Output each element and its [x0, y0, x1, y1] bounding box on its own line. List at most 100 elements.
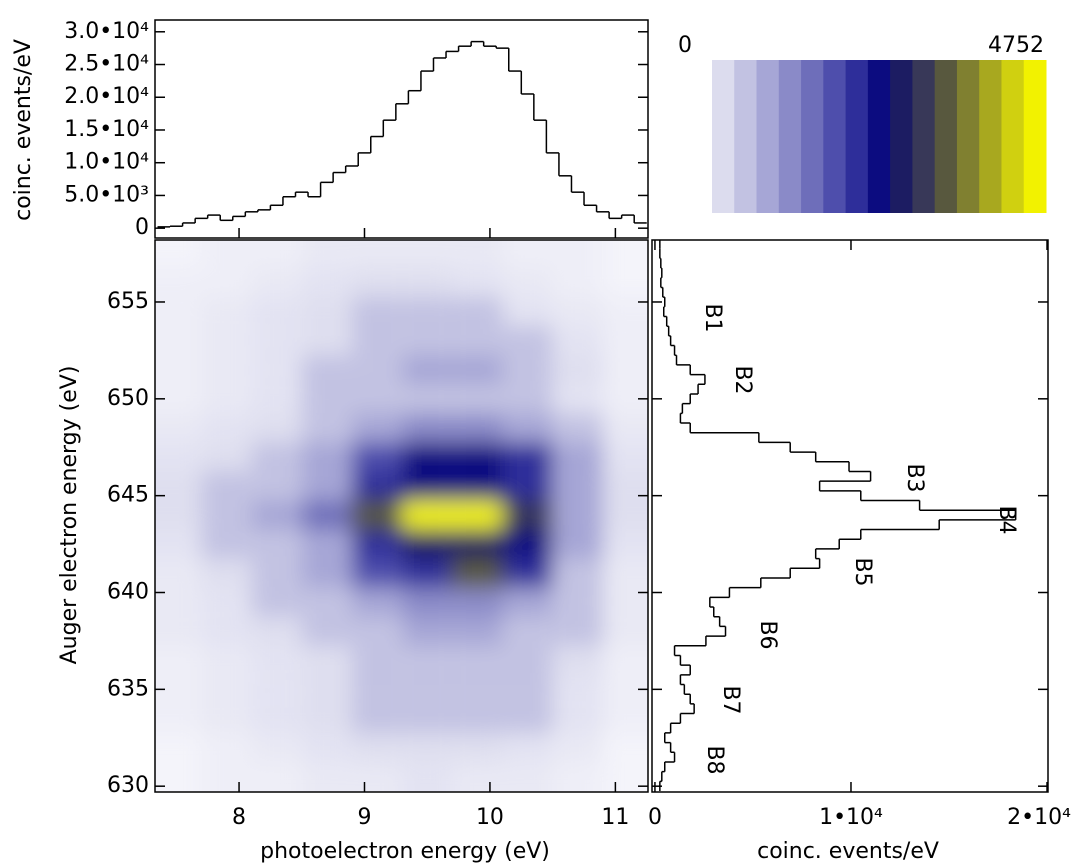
- heat-cell: [301, 616, 352, 646]
- heat-cell: [201, 268, 252, 298]
- y-tick-label: 3.0•10⁴: [64, 19, 149, 44]
- heat-cell: [602, 732, 648, 762]
- heat-cell: [552, 471, 603, 501]
- heat-cell: [301, 384, 352, 414]
- heat-cell: [251, 384, 302, 414]
- heat-cell: [602, 645, 648, 675]
- heat-cell: [301, 674, 352, 704]
- heat-cell: [402, 645, 453, 675]
- heat-cell: [502, 355, 553, 385]
- peak-label: B6: [755, 620, 780, 649]
- heat-cell: [402, 616, 453, 646]
- y-tick-label: 635: [107, 676, 149, 701]
- heat-cell: [602, 442, 648, 472]
- heat-cell: [402, 674, 453, 704]
- heat-cell: [552, 761, 603, 792]
- colorbar-label: 4752: [988, 33, 1044, 58]
- y-tick-label: 655: [107, 289, 149, 314]
- x-axis-label: photoelectron energy (eV): [260, 839, 550, 864]
- heat-cell: [301, 558, 352, 588]
- heat-cell: [402, 297, 453, 327]
- heat-cell: [251, 761, 302, 792]
- colorbar-swatch: [756, 60, 780, 213]
- heat-cell: [552, 703, 603, 733]
- top-frame: [154, 19, 649, 239]
- heat-cell: [502, 471, 553, 501]
- heat-cell: [201, 616, 252, 646]
- heat-cell: [452, 297, 503, 327]
- y-tick-label: 2.5•10⁴: [64, 52, 149, 77]
- heatmap-cells: [155, 240, 648, 792]
- heat-cell: [552, 674, 603, 704]
- heat-cell: [402, 355, 453, 385]
- heat-cell: [251, 732, 302, 762]
- right-frame: [651, 239, 1049, 793]
- heat-cell: [552, 355, 603, 385]
- heat-cell: [402, 326, 453, 356]
- y-tick-label: 1.0•10⁴: [64, 150, 149, 175]
- heat-cell: [502, 732, 553, 762]
- heat-cell: [201, 355, 252, 385]
- heat-cell: [351, 500, 403, 530]
- colorbar-swatch: [979, 60, 1002, 213]
- heat-cell: [402, 703, 453, 733]
- colorbar-swatch: [890, 60, 913, 213]
- heat-cell: [502, 500, 553, 530]
- heat-cell: [502, 616, 553, 646]
- heat-cell: [351, 384, 403, 414]
- heat-cell: [502, 384, 553, 414]
- colorbar-label: 0: [678, 33, 692, 58]
- heat-cell: [351, 761, 403, 792]
- heat-cell: [552, 268, 603, 298]
- heat-cell: [452, 732, 503, 762]
- heat-cell: [402, 240, 453, 269]
- colorbar-swatch: [823, 60, 847, 213]
- heat-cell: [552, 732, 603, 762]
- heat-cell: [452, 326, 503, 356]
- heat-cell: [402, 529, 453, 559]
- heat-cell: [251, 326, 302, 356]
- heat-cell: [201, 297, 252, 327]
- heat-cell: [155, 355, 202, 385]
- heat-cell: [201, 645, 252, 675]
- colorbar-swatch: [778, 60, 802, 213]
- heat-cell: [552, 587, 603, 617]
- x-tick-label: 8: [232, 805, 246, 830]
- heat-cell: [351, 471, 403, 501]
- heat-cell: [351, 240, 403, 269]
- peak-label: B2: [730, 365, 755, 394]
- heat-cell: [402, 384, 453, 414]
- heat-cell: [201, 558, 252, 588]
- heat-cell: [452, 558, 503, 588]
- heat-cell: [301, 326, 352, 356]
- heat-cell: [155, 732, 202, 762]
- heat-cell: [452, 442, 503, 472]
- heat-cell: [251, 500, 302, 530]
- heat-cell: [602, 240, 648, 269]
- heat-cell: [351, 355, 403, 385]
- peak-label: B7: [718, 685, 743, 714]
- heat-cell: [251, 558, 302, 588]
- heat-cell: [351, 616, 403, 646]
- heat-cell: [301, 442, 352, 472]
- heat-cell: [201, 674, 252, 704]
- y-tick-label: 645: [107, 483, 149, 508]
- y-axis-label: coinc. events/eV: [11, 39, 36, 221]
- heat-cell: [502, 326, 553, 356]
- colorbar-swatch: [912, 60, 936, 213]
- heat-cell: [155, 413, 202, 443]
- heatmap: [155, 240, 648, 792]
- y-tick-label: 5.0•10³: [64, 182, 149, 207]
- heat-cell: [602, 413, 648, 443]
- heat-cell: [502, 761, 553, 792]
- heat-cell: [452, 268, 503, 298]
- heat-cell: [552, 500, 603, 530]
- step-risers: [169, 41, 635, 227]
- heat-cell: [502, 529, 553, 559]
- heat-cell: [301, 240, 352, 269]
- heat-cell: [552, 413, 603, 443]
- heat-cell: [201, 732, 252, 762]
- x-tick-label: 1•10⁴: [819, 805, 883, 830]
- heat-cell: [602, 500, 648, 530]
- peak-label: B8: [702, 745, 727, 774]
